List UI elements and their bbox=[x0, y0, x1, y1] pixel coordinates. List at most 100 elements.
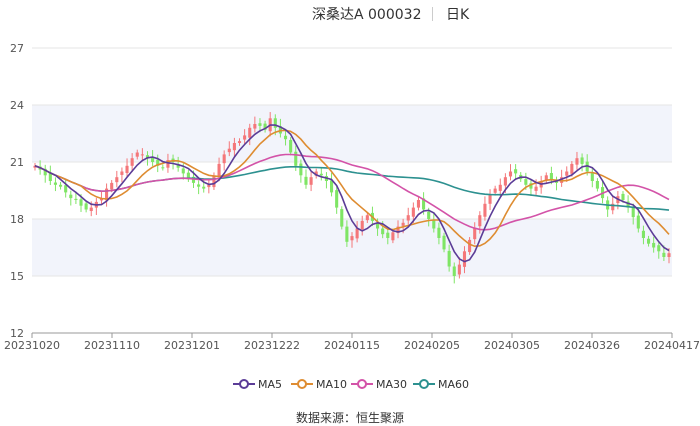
candle-down bbox=[278, 126, 282, 134]
candle-down bbox=[43, 168, 47, 176]
candle-up bbox=[411, 207, 415, 217]
candle-down bbox=[452, 266, 456, 276]
candle-down bbox=[621, 193, 625, 200]
candle-up bbox=[478, 215, 482, 227]
legend-item-ma10[interactable]: MA10 bbox=[290, 376, 356, 394]
legend-item-ma5[interactable]: MA5 bbox=[232, 376, 292, 394]
candle-up bbox=[611, 203, 615, 211]
candle-down bbox=[626, 201, 630, 208]
candle-up bbox=[667, 253, 671, 257]
candle-down bbox=[442, 235, 446, 250]
candle-up bbox=[488, 194, 492, 204]
candle-down bbox=[386, 232, 390, 238]
candle-down bbox=[524, 179, 528, 185]
x-tick-label: 20231201 bbox=[164, 339, 220, 352]
candle-down bbox=[53, 182, 57, 185]
candle-down bbox=[514, 169, 518, 174]
candle-down bbox=[294, 151, 298, 166]
candle-up bbox=[217, 163, 221, 177]
candle-down bbox=[345, 226, 349, 242]
candle-up bbox=[350, 236, 354, 241]
candle-down bbox=[432, 219, 436, 229]
candle-up bbox=[416, 200, 421, 208]
candle-up bbox=[457, 264, 461, 275]
candle-down bbox=[304, 176, 308, 185]
candle-up bbox=[105, 188, 109, 201]
candle-down bbox=[161, 167, 165, 169]
candle-down bbox=[64, 185, 68, 193]
candle-down bbox=[289, 139, 293, 153]
candle-down bbox=[181, 168, 185, 174]
candle-up bbox=[130, 158, 134, 166]
candle-up bbox=[508, 171, 513, 177]
candle-up bbox=[365, 215, 369, 221]
x-tick-label: 20231020 bbox=[4, 339, 60, 352]
candle-down bbox=[176, 164, 180, 168]
candle-down bbox=[437, 227, 441, 238]
candle-down bbox=[69, 194, 73, 199]
candle-down bbox=[59, 184, 63, 187]
stock-name: 深桑达A 000032 bbox=[312, 7, 422, 23]
candle-down bbox=[156, 159, 160, 166]
grid-band bbox=[32, 105, 672, 162]
legend-item-ma60[interactable]: MA60 bbox=[412, 376, 478, 394]
candle-down bbox=[335, 190, 339, 208]
candle-down bbox=[273, 118, 277, 128]
candle-up bbox=[498, 184, 502, 191]
y-tick-label: 24 bbox=[10, 99, 24, 112]
candle-up bbox=[534, 186, 538, 191]
candle-down bbox=[151, 157, 155, 162]
legend-item-ma30[interactable]: MA30 bbox=[350, 376, 416, 394]
y-tick-label: 12 bbox=[10, 327, 24, 340]
x-axis: 20231020 20231110 20231201 20231222 20240115… bbox=[4, 332, 700, 352]
candle-down bbox=[186, 172, 190, 180]
candle-down bbox=[641, 230, 645, 238]
candle-up bbox=[243, 135, 247, 140]
candle-up bbox=[565, 171, 569, 176]
candle-up bbox=[544, 175, 548, 181]
legend-label-ma5: MA5 bbox=[258, 378, 283, 391]
legend-label-ma60: MA60 bbox=[438, 378, 470, 391]
candle-up bbox=[248, 127, 252, 138]
candle-up bbox=[166, 160, 170, 168]
period-label: 日K bbox=[446, 7, 470, 23]
candle-up bbox=[503, 177, 507, 186]
candle-up bbox=[207, 184, 211, 188]
y-axis-tick-labels: 12 15 18 21 24 27 bbox=[10, 42, 24, 340]
candle-down bbox=[376, 222, 380, 229]
candle-down bbox=[330, 180, 334, 193]
candle-down bbox=[381, 228, 385, 235]
candle-up bbox=[406, 215, 410, 221]
candle-down bbox=[283, 135, 288, 140]
legend-label-ma10: MA10 bbox=[316, 378, 348, 391]
title-divider bbox=[432, 7, 433, 21]
candle-down bbox=[258, 123, 262, 126]
candle-up bbox=[309, 177, 313, 185]
legend-marker-ma60 bbox=[413, 379, 435, 389]
candle-up bbox=[89, 207, 93, 212]
candle-up bbox=[227, 148, 231, 153]
candle-up bbox=[115, 177, 119, 183]
legend-marker-ma10 bbox=[291, 379, 313, 389]
candle-up bbox=[222, 154, 226, 164]
candle-down bbox=[590, 173, 594, 181]
ma30-line bbox=[34, 153, 670, 231]
candle-up bbox=[462, 251, 467, 267]
candle-down bbox=[191, 176, 196, 183]
legend: MA5 MA10 MA30 MA60 bbox=[0, 376, 700, 394]
candle-up bbox=[575, 158, 579, 165]
candle-up bbox=[401, 222, 405, 226]
candle-up bbox=[140, 154, 144, 156]
x-tick-label: 20240305 bbox=[484, 339, 540, 352]
candle-up bbox=[212, 175, 216, 188]
x-tick-label: 20231222 bbox=[244, 339, 300, 352]
legend-label-ma30: MA30 bbox=[376, 378, 408, 391]
candle-up bbox=[253, 124, 257, 129]
candle-up bbox=[135, 152, 139, 157]
candle-down bbox=[529, 183, 533, 189]
y-tick-label: 27 bbox=[10, 42, 24, 55]
candle-down bbox=[647, 238, 651, 244]
candle-down bbox=[340, 209, 344, 227]
candle-down bbox=[662, 252, 666, 257]
